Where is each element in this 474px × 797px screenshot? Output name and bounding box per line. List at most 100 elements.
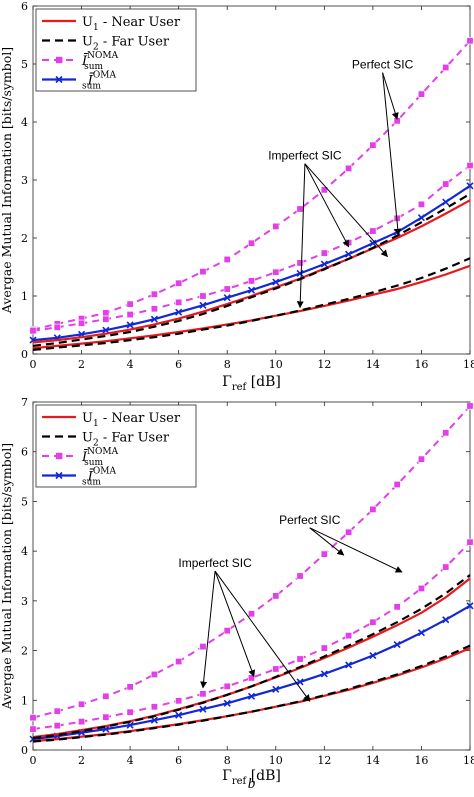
series-noma_imperfect-point xyxy=(417,584,425,592)
x-tick-label: 18 xyxy=(463,358,474,371)
x-tick-label: 10 xyxy=(269,754,283,767)
series-noma_imperfect-point xyxy=(272,665,280,673)
legend-label: U1 - Near User xyxy=(82,411,181,429)
series-noma_imperfect-point xyxy=(248,277,256,285)
series-noma_imperfect-point xyxy=(150,305,158,313)
series-noma_perfect-point xyxy=(199,643,207,651)
series-noma_perfect-point xyxy=(102,309,110,317)
x-tick-label: 10 xyxy=(269,358,283,371)
annotation-label: Imperfect SIC xyxy=(268,149,342,163)
annotation-arrow xyxy=(304,163,350,248)
legend xyxy=(35,404,197,488)
annotation-label: Perfect SIC xyxy=(352,58,414,72)
y-tick-label: 5 xyxy=(21,495,28,508)
series-oma_sum-point xyxy=(345,661,353,669)
series-noma_imperfect-point xyxy=(53,722,61,730)
legend-label: ĪOMA sum xyxy=(82,467,117,488)
series-noma_imperfect-point xyxy=(223,682,231,690)
series-oma_sum-point xyxy=(272,685,280,693)
series-oma_sum-point xyxy=(199,301,207,309)
y-tick-label: 5 xyxy=(21,58,28,71)
series-oma_sum-point xyxy=(150,315,158,323)
y-tick-label: 1 xyxy=(21,290,28,303)
series-oma_sum-point xyxy=(417,629,426,637)
series-u2_imperfect-line xyxy=(32,257,471,351)
annotation-arrow xyxy=(200,570,216,689)
x-tick-label: 2 xyxy=(78,358,85,371)
series-noma_perfect-point xyxy=(466,37,474,45)
series-noma_imperfect-point xyxy=(175,298,183,306)
series-noma_perfect-point xyxy=(29,714,37,722)
series-noma_imperfect-point xyxy=(369,618,377,626)
annotation-arrow xyxy=(214,570,256,678)
series-noma_perfect-point xyxy=(272,222,280,230)
series-oma_sum-point xyxy=(150,716,158,724)
series-oma_sum-point xyxy=(466,182,474,190)
series-noma_imperfect-point xyxy=(126,311,134,319)
legend-marker xyxy=(55,471,63,480)
y-tick-label: 2 xyxy=(21,232,28,245)
legend xyxy=(35,8,197,92)
series-noma_imperfect-point xyxy=(272,268,280,276)
legend-label: ĪOMA sum xyxy=(82,71,117,92)
y-tick-label: 4 xyxy=(21,116,28,129)
series-noma_imperfect-point xyxy=(466,538,474,546)
series-noma_perfect-point xyxy=(345,528,353,536)
series-noma_perfect-point xyxy=(442,63,450,71)
series-oma_sum-point xyxy=(320,670,328,678)
series-noma_perfect-point xyxy=(417,455,425,463)
x-tick-label: 12 xyxy=(317,754,331,767)
series-oma_sum-point xyxy=(369,651,377,660)
legend-marker xyxy=(55,75,63,84)
y-tick-label: 1 xyxy=(21,694,28,707)
x-axis-label: Γref [dB] xyxy=(222,374,281,393)
series-oma_sum-point xyxy=(417,214,426,222)
series-noma_perfect-point xyxy=(417,90,425,98)
series-noma_perfect-point xyxy=(248,239,256,247)
x-tick-label: 18 xyxy=(463,754,474,767)
series-noma_imperfect-point xyxy=(393,603,401,611)
series-noma_imperfect-point xyxy=(296,259,304,267)
series-oma_sum-point xyxy=(175,711,183,719)
series-oma_sum-point xyxy=(296,269,304,277)
series-oma_sum-point xyxy=(102,326,110,334)
y-tick-label: 2 xyxy=(21,645,28,658)
series-oma_sum-point xyxy=(442,198,450,206)
annotation-arrow xyxy=(309,527,403,573)
series-noma_imperfect-point xyxy=(53,323,61,331)
x-tick-label: 0 xyxy=(30,754,37,767)
series-noma_imperfect-point xyxy=(466,162,474,170)
annotation-arrow xyxy=(304,163,388,258)
x-axis-label: Γref [dB] xyxy=(222,768,281,787)
y-tick-label: 3 xyxy=(21,174,28,187)
series-noma_perfect-point xyxy=(175,279,183,287)
series-noma_imperfect-point xyxy=(345,632,353,640)
series-oma_sum-point xyxy=(369,239,377,247)
series-noma_imperfect-point xyxy=(199,292,207,300)
series-oma_sum-point xyxy=(272,278,280,286)
annotation-arrow xyxy=(296,163,306,309)
series-oma_sum-point xyxy=(199,705,207,713)
x-tick-label: 16 xyxy=(414,754,428,767)
series-noma_perfect-point xyxy=(53,707,61,715)
series-noma_perfect-point xyxy=(126,300,134,308)
series-noma_imperfect-point xyxy=(150,703,158,711)
x-tick-label: 14 xyxy=(366,358,380,371)
y-tick-label: 4 xyxy=(21,545,28,558)
series-noma_perfect-point xyxy=(393,481,401,489)
annotation-arrow xyxy=(309,527,345,556)
y-axis-label: Avergae Mutual Information [bits/symbol] xyxy=(0,47,14,314)
series-noma_perfect-point xyxy=(223,627,231,635)
series-noma_perfect-point xyxy=(150,670,158,678)
series-u1_perfect-line xyxy=(32,199,471,344)
series-noma_imperfect-point xyxy=(442,180,450,188)
series-noma_imperfect-point xyxy=(78,319,86,327)
series-noma_imperfect-point xyxy=(102,713,110,721)
series-oma_sum-point xyxy=(126,321,134,329)
series-oma_sum-point xyxy=(247,692,256,700)
series-noma_imperfect-point xyxy=(296,655,304,663)
series-noma_perfect-point xyxy=(248,610,256,618)
series-oma_sum-point xyxy=(247,286,256,294)
annotation-label: Imperfect SIC xyxy=(178,556,252,570)
